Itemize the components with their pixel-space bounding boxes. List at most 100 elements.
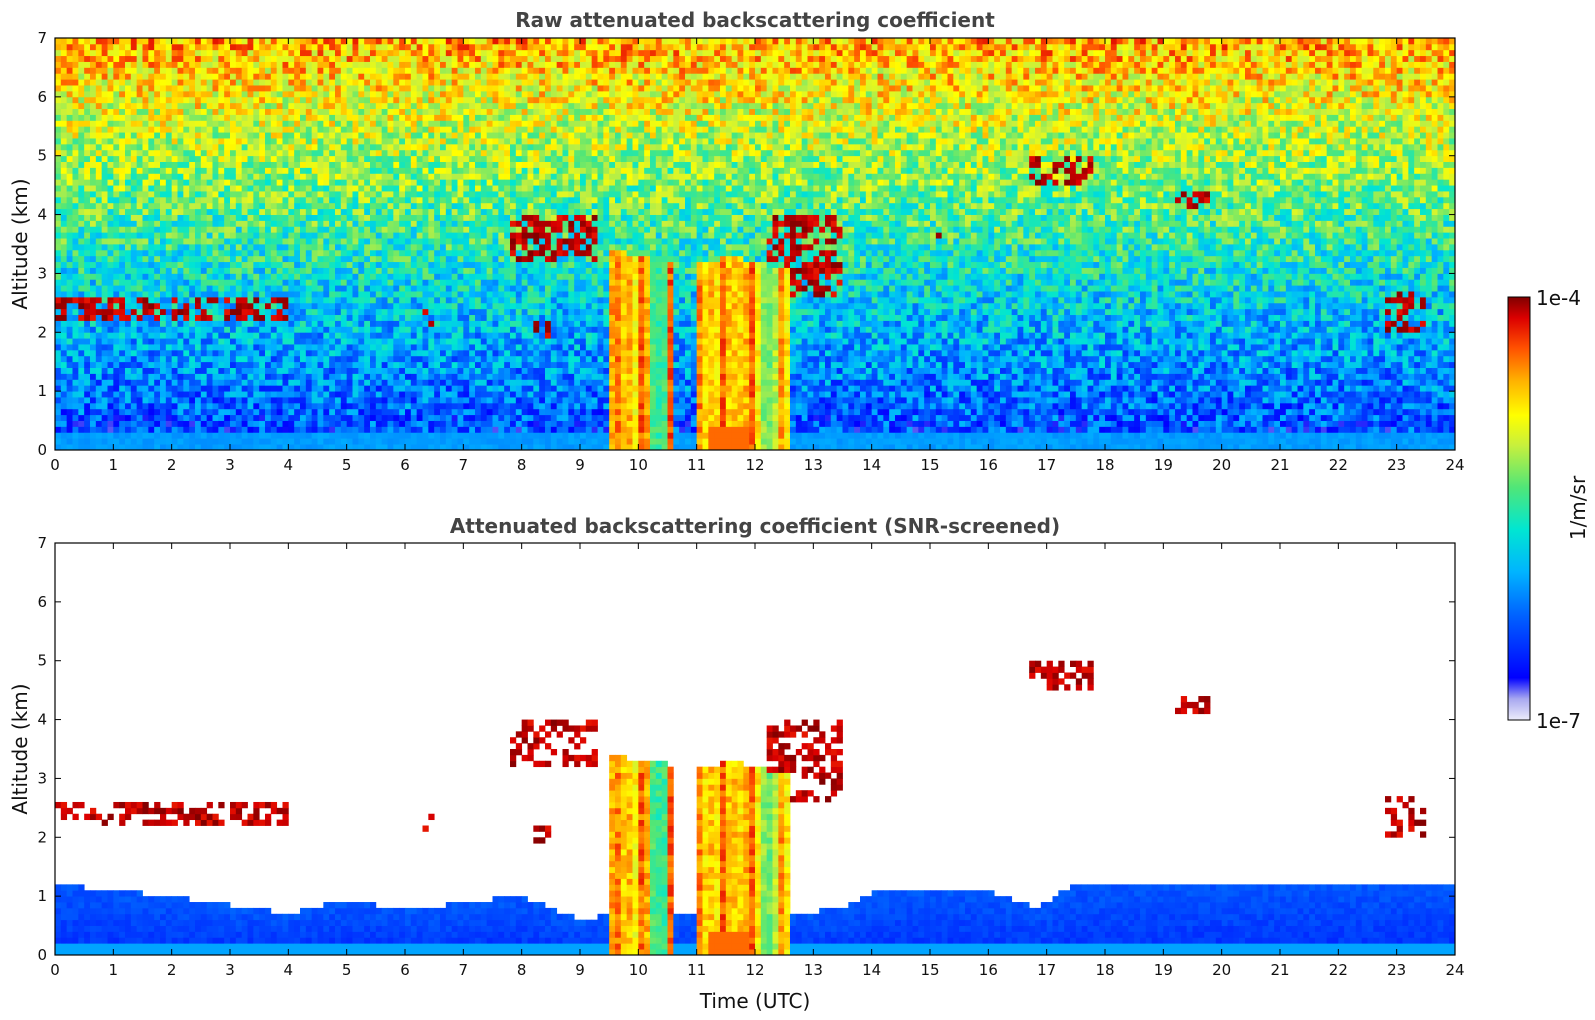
heatmap-cell <box>428 61 435 68</box>
heatmap-cell <box>241 43 248 51</box>
heatmap-cell <box>247 285 254 292</box>
heatmap-cell <box>107 43 114 51</box>
heatmap-cell <box>375 185 383 192</box>
heatmap-cell <box>113 414 120 421</box>
heatmap-cell <box>416 226 423 233</box>
heatmap-cell <box>311 261 318 268</box>
heatmap-cell <box>399 67 406 74</box>
heatmap-cell <box>265 326 272 333</box>
heatmap-cell <box>329 285 336 292</box>
heatmap-cell <box>451 367 458 374</box>
heatmap-cell <box>177 55 184 62</box>
heatmap-cell <box>177 49 184 57</box>
heatmap-cell <box>206 379 213 386</box>
heatmap-cell <box>323 332 330 339</box>
heatmap-cell <box>224 220 231 227</box>
heatmap-cell <box>352 85 359 92</box>
heatmap-cell <box>463 302 470 310</box>
heatmap-cell <box>55 379 62 386</box>
heatmap-cell <box>55 96 62 104</box>
heatmap-cell <box>148 85 155 92</box>
heatmap-cell <box>276 79 283 86</box>
heatmap-cell <box>200 208 208 215</box>
heatmap-cell <box>195 102 202 110</box>
heatmap-cell <box>247 302 254 310</box>
heatmap-cell <box>148 414 155 421</box>
heatmap-cell <box>352 326 359 333</box>
heatmap-cell <box>154 444 161 450</box>
heatmap-cell <box>195 114 202 121</box>
heatmap-cell <box>393 208 400 215</box>
heatmap-cell <box>113 167 120 174</box>
heatmap-cell <box>113 79 120 86</box>
heatmap-cell <box>375 173 383 180</box>
heatmap-cell <box>90 349 97 357</box>
heatmap-cell <box>346 349 353 357</box>
heatmap-cell <box>125 108 132 115</box>
heatmap-cell <box>381 191 388 198</box>
heatmap-cell <box>294 108 301 115</box>
heatmap-cell <box>125 308 132 316</box>
heatmap-cell <box>370 73 377 80</box>
heatmap-cell <box>311 114 318 121</box>
heatmap-cell <box>55 296 62 304</box>
heatmap-cell <box>113 132 120 139</box>
heatmap-cell <box>469 438 476 445</box>
heatmap-cell <box>171 320 178 327</box>
heatmap-cell <box>422 102 429 110</box>
heatmap-cell <box>218 155 225 162</box>
heatmap-cell <box>381 132 388 139</box>
heatmap-cell <box>270 161 278 168</box>
heatmap-cell <box>119 226 126 233</box>
heatmap-cell <box>440 38 447 45</box>
heatmap-cell <box>311 149 318 157</box>
heatmap-cell <box>90 102 97 110</box>
heatmap-cell <box>405 85 412 92</box>
heatmap-cell <box>387 61 394 68</box>
heatmap-cell <box>125 397 132 404</box>
heatmap-cell <box>399 432 406 439</box>
heatmap-cell <box>311 238 318 245</box>
heatmap-cell <box>375 226 383 233</box>
heatmap-cell <box>177 279 184 286</box>
heatmap-cell <box>171 326 178 333</box>
heatmap-cell <box>294 191 301 198</box>
heatmap-cell <box>130 85 138 92</box>
heatmap-cell <box>90 273 97 280</box>
heatmap-cell <box>206 432 213 439</box>
heatmap-cell <box>148 444 155 450</box>
heatmap-cell <box>265 397 272 404</box>
heatmap-cell <box>358 208 365 215</box>
heatmap-cell <box>323 61 330 68</box>
heatmap-cell <box>55 79 62 86</box>
heatmap-cell <box>335 79 342 86</box>
heatmap-cell <box>130 426 138 433</box>
heatmap-cell <box>410 155 418 162</box>
heatmap-cell <box>416 120 423 127</box>
heatmap-cell <box>95 391 103 398</box>
heatmap-cell <box>457 79 464 86</box>
heatmap-cell <box>270 349 278 357</box>
heatmap-cell <box>387 220 394 227</box>
heatmap-cell <box>230 85 237 92</box>
heatmap-cell <box>177 432 184 439</box>
heatmap-cell <box>329 349 336 357</box>
heatmap-cell <box>358 385 365 392</box>
heatmap-cell <box>78 402 85 410</box>
heatmap-cell <box>55 414 62 421</box>
heatmap-cell <box>405 402 412 410</box>
heatmap-cell <box>329 132 336 139</box>
heatmap-cell <box>445 167 453 174</box>
heatmap-cell <box>195 38 202 45</box>
heatmap-cell <box>107 155 114 162</box>
heatmap-cell <box>463 38 470 45</box>
heatmap-cell <box>305 167 313 174</box>
heatmap-cell <box>78 43 85 51</box>
heatmap-cell <box>101 308 108 316</box>
heatmap-cell <box>405 126 412 133</box>
heatmap-cell <box>125 314 132 321</box>
heatmap-cell <box>130 291 138 298</box>
heatmap-cell <box>206 402 213 410</box>
heatmap-cell <box>428 261 435 268</box>
